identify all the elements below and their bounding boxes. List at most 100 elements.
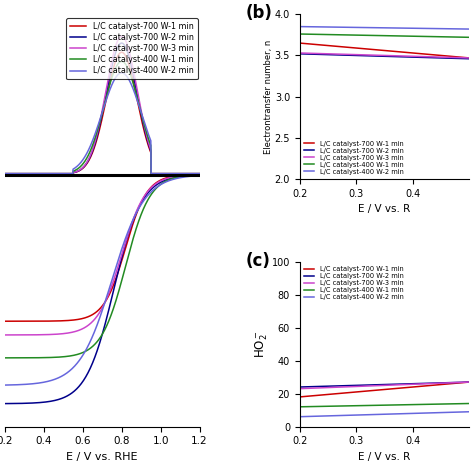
X-axis label: E / V vs. RHE: E / V vs. RHE <box>66 452 138 462</box>
L/C catalyst-700 W-2 min <box>149 171 155 176</box>
L/C catalyst-400 W-1 min <box>398 33 404 39</box>
L/C catalyst-400 W-2 min <box>329 24 335 30</box>
L/C catalyst-400 W-1 min <box>2 171 8 176</box>
L/C catalyst-700 W-3 min <box>337 51 342 57</box>
L/C catalyst-700 W-3 min <box>52 171 58 176</box>
L/C catalyst-700 W-3 min <box>466 379 472 385</box>
L/C catalyst-700 W-1 min <box>337 44 342 49</box>
Line: L/C catalyst-700 W-1 min: L/C catalyst-700 W-1 min <box>300 382 469 397</box>
L/C catalyst-700 W-1 min <box>329 43 335 49</box>
L/C catalyst-700 W-1 min <box>132 88 138 93</box>
L/C catalyst-700 W-1 min <box>453 54 458 60</box>
L/C catalyst-700 W-2 min <box>337 52 342 58</box>
L/C catalyst-700 W-2 min <box>466 56 472 62</box>
Line: L/C catalyst-700 W-1 min: L/C catalyst-700 W-1 min <box>5 52 200 173</box>
L/C catalyst-700 W-1 min <box>36 171 42 176</box>
L/C catalyst-400 W-2 min <box>398 25 404 31</box>
L/C catalyst-400 W-1 min <box>329 403 335 409</box>
L/C catalyst-400 W-2 min <box>297 24 302 29</box>
L/C catalyst-700 W-1 min <box>398 385 404 391</box>
L/C catalyst-400 W-1 min <box>329 32 335 37</box>
L/C catalyst-700 W-2 min <box>297 384 302 390</box>
L/C catalyst-400 W-1 min <box>384 402 390 408</box>
L/C catalyst-700 W-2 min <box>453 55 458 61</box>
Line: L/C catalyst-700 W-1 min: L/C catalyst-700 W-1 min <box>300 43 469 58</box>
L/C catalyst-700 W-1 min <box>398 49 404 55</box>
L/C catalyst-700 W-1 min <box>90 149 96 155</box>
L/C catalyst-400 W-1 min <box>132 88 138 93</box>
L/C catalyst-400 W-1 min <box>149 171 155 176</box>
L/C catalyst-700 W-2 min <box>398 54 404 60</box>
L/C catalyst-700 W-1 min <box>329 391 335 397</box>
L/C catalyst-700 W-2 min <box>197 171 202 176</box>
L/C catalyst-700 W-3 min <box>36 171 42 176</box>
L/C catalyst-700 W-3 min <box>337 384 342 390</box>
Text: (c): (c) <box>246 252 271 270</box>
Line: L/C catalyst-700 W-2 min: L/C catalyst-700 W-2 min <box>300 382 469 387</box>
Line: L/C catalyst-400 W-1 min: L/C catalyst-400 W-1 min <box>5 62 200 173</box>
L/C catalyst-700 W-3 min <box>117 35 122 40</box>
Legend: L/C catalyst-700 W-1 min, L/C catalyst-700 W-2 min, L/C catalyst-700 W-3 min, L/: L/C catalyst-700 W-1 min, L/C catalyst-7… <box>303 265 405 301</box>
L/C catalyst-400 W-1 min <box>453 34 458 40</box>
L/C catalyst-400 W-2 min <box>458 26 464 32</box>
L/C catalyst-700 W-1 min <box>118 49 124 55</box>
L/C catalyst-400 W-2 min <box>466 409 472 415</box>
L/C catalyst-700 W-3 min <box>297 386 302 392</box>
L/C catalyst-700 W-3 min <box>297 50 302 56</box>
L/C catalyst-400 W-1 min <box>458 401 464 407</box>
L/C catalyst-700 W-3 min <box>384 53 390 58</box>
L/C catalyst-400 W-2 min <box>453 410 458 415</box>
L/C catalyst-700 W-2 min <box>297 51 302 57</box>
X-axis label: E / V vs. R: E / V vs. R <box>358 204 410 214</box>
L/C catalyst-700 W-2 min <box>118 40 124 46</box>
L/C catalyst-400 W-1 min <box>337 403 342 409</box>
L/C catalyst-400 W-2 min <box>2 171 8 176</box>
L/C catalyst-400 W-2 min <box>458 409 464 415</box>
L/C catalyst-400 W-1 min <box>453 401 458 407</box>
L/C catalyst-400 W-1 min <box>297 31 302 37</box>
L/C catalyst-400 W-1 min <box>90 142 96 147</box>
L/C catalyst-400 W-1 min <box>384 33 390 38</box>
L/C catalyst-700 W-1 min <box>117 51 122 56</box>
L/C catalyst-700 W-2 min <box>2 171 8 176</box>
L/C catalyst-400 W-1 min <box>466 401 472 406</box>
L/C catalyst-700 W-2 min <box>117 41 122 47</box>
L/C catalyst-700 W-1 min <box>149 171 155 176</box>
L/C catalyst-700 W-1 min <box>297 394 302 400</box>
L/C catalyst-400 W-1 min <box>297 404 302 410</box>
L/C catalyst-700 W-3 min <box>466 55 472 61</box>
L/C catalyst-400 W-1 min <box>52 171 58 176</box>
L/C catalyst-400 W-2 min <box>337 413 342 419</box>
L/C catalyst-400 W-2 min <box>384 411 390 417</box>
L/C catalyst-400 W-1 min <box>117 59 122 65</box>
L/C catalyst-700 W-1 min <box>466 379 472 385</box>
L/C catalyst-400 W-1 min <box>118 59 124 64</box>
L/C catalyst-700 W-2 min <box>90 147 96 153</box>
L/C catalyst-400 W-2 min <box>36 171 42 176</box>
L/C catalyst-700 W-3 min <box>90 146 96 152</box>
L/C catalyst-400 W-1 min <box>466 35 472 40</box>
L/C catalyst-400 W-1 min <box>36 171 42 176</box>
L/C catalyst-700 W-2 min <box>36 171 42 176</box>
L/C catalyst-700 W-2 min <box>458 380 464 385</box>
Line: L/C catalyst-400 W-2 min: L/C catalyst-400 W-2 min <box>300 412 469 417</box>
Legend: L/C catalyst-700 W-1 min, L/C catalyst-700 W-2 min, L/C catalyst-700 W-3 min, L/: L/C catalyst-700 W-1 min, L/C catalyst-7… <box>66 18 198 79</box>
L/C catalyst-700 W-1 min <box>458 55 464 60</box>
L/C catalyst-700 W-3 min <box>118 33 124 39</box>
L/C catalyst-700 W-1 min <box>337 391 342 396</box>
L/C catalyst-700 W-3 min <box>453 55 458 60</box>
L/C catalyst-400 W-2 min <box>132 91 138 97</box>
L/C catalyst-700 W-1 min <box>297 40 302 46</box>
L/C catalyst-400 W-2 min <box>297 414 302 419</box>
L/C catalyst-700 W-1 min <box>384 48 390 54</box>
L/C catalyst-700 W-2 min <box>458 55 464 61</box>
L/C catalyst-700 W-1 min <box>384 386 390 392</box>
L/C catalyst-400 W-2 min <box>398 411 404 417</box>
L/C catalyst-400 W-1 min <box>197 171 202 176</box>
L/C catalyst-400 W-2 min <box>337 24 342 30</box>
L/C catalyst-400 W-1 min <box>458 34 464 40</box>
L/C catalyst-700 W-1 min <box>453 381 458 386</box>
L/C catalyst-700 W-3 min <box>398 53 404 59</box>
L/C catalyst-400 W-2 min <box>197 171 202 176</box>
L/C catalyst-700 W-2 min <box>466 379 472 385</box>
